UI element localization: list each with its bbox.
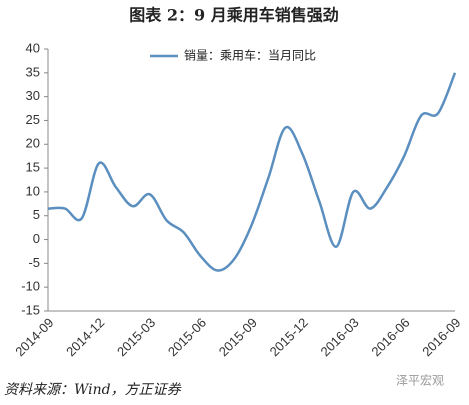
chart-title: 图表 2：9 月乘用车销售强劲 [129, 6, 338, 25]
x-tick-label: 2015-09 [216, 315, 260, 359]
y-tick-label: 30 [26, 88, 40, 103]
y-tick-label: -15 [21, 302, 40, 317]
x-tick-label: 2015-12 [267, 315, 311, 359]
x-tick-label: 2015-06 [165, 315, 209, 359]
x-tick-label: 2014-09 [12, 315, 56, 359]
y-tick-label: 20 [26, 136, 40, 151]
y-tick-label: 0 [33, 231, 40, 246]
y-tick-label: -10 [21, 279, 40, 294]
y-tick-label: 35 [26, 64, 40, 79]
watermark: 泽平宏观 [396, 373, 444, 388]
y-tick-label: -5 [28, 255, 40, 270]
y-tick-label: 25 [26, 112, 40, 127]
series-line [47, 72, 457, 272]
x-tick-label: 2016-03 [317, 315, 361, 359]
y-tick-label: 10 [26, 183, 40, 198]
y-tick-label: 40 [26, 40, 40, 55]
source-note: 资料来源：Wind，方正证券 [4, 382, 182, 398]
x-tick-label: 2014-12 [63, 315, 107, 359]
x-tick-label: 2016-06 [368, 315, 412, 359]
legend-label: 销量：乘用车：当月同比 [184, 48, 316, 63]
y-tick-label: 5 [33, 207, 40, 222]
y-tick-label: 15 [26, 160, 40, 175]
x-tick-label: 2015-03 [114, 315, 158, 359]
x-tick-label: 2016-09 [419, 315, 463, 359]
